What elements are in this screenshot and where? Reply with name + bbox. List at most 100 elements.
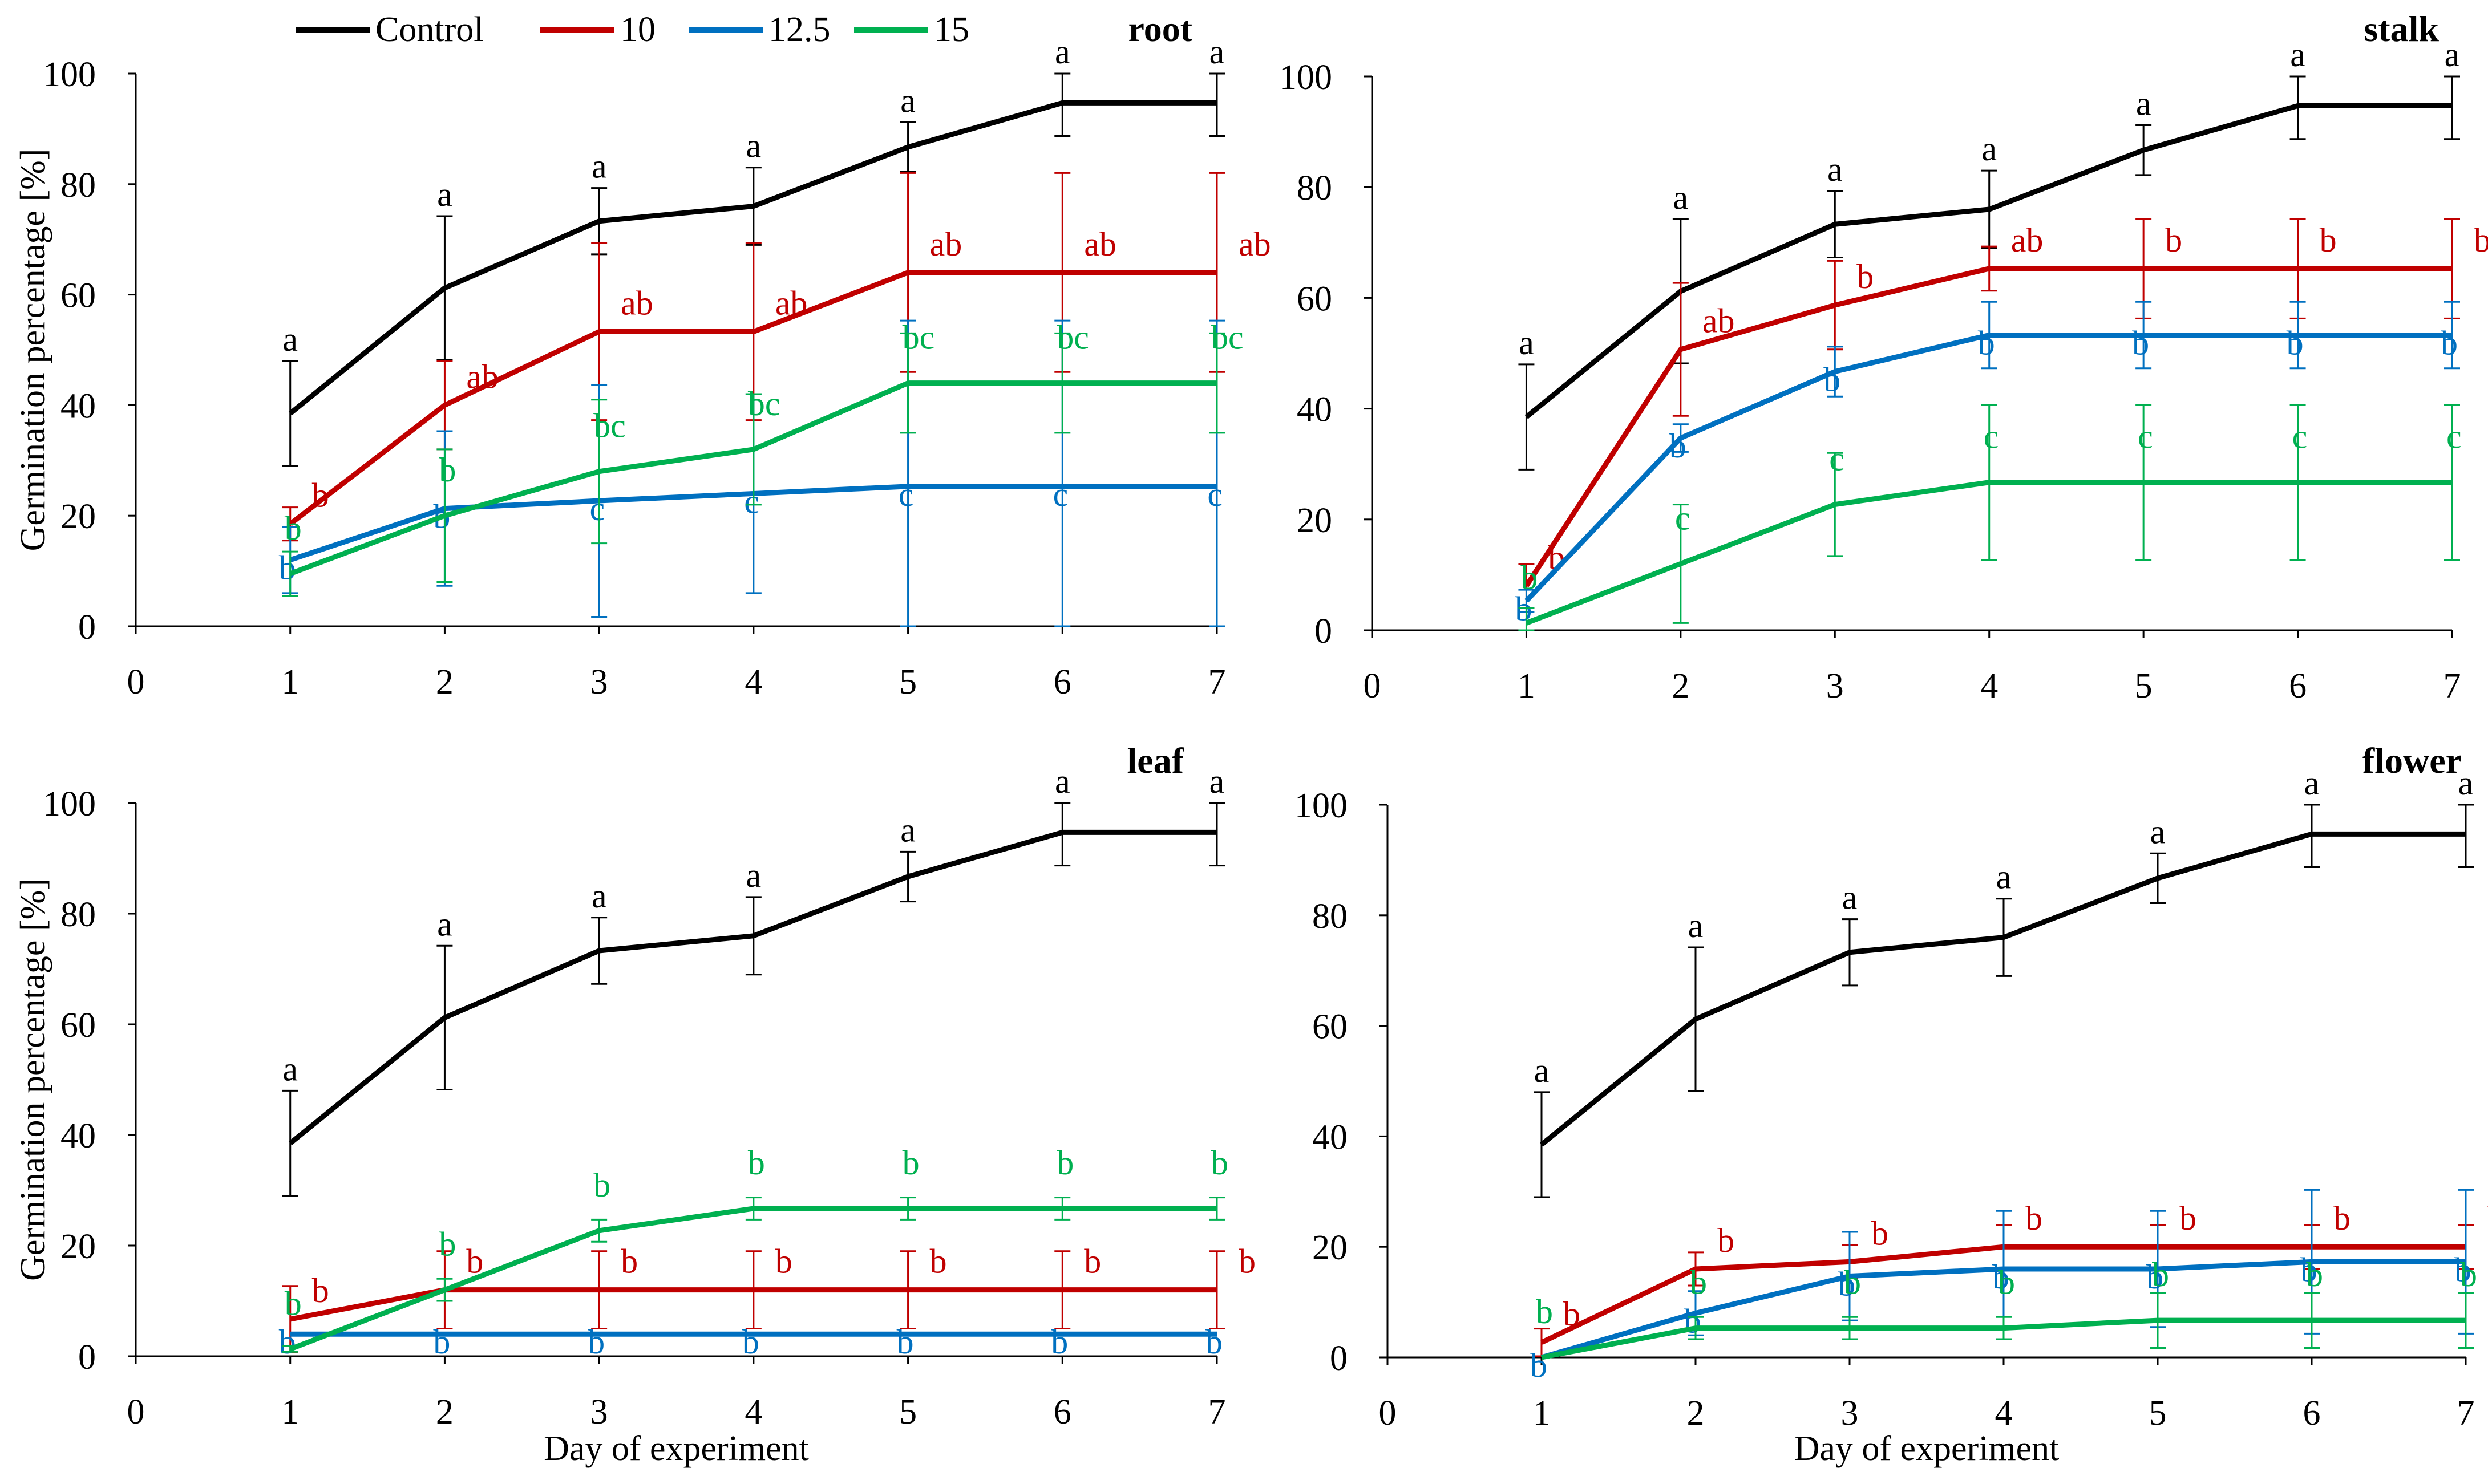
x-tick-label: 3: [590, 663, 608, 702]
chart-title: flower: [2362, 740, 2462, 781]
series-line: [288, 829, 1217, 1146]
x-tick-label: 0: [127, 1393, 145, 1432]
x-tick-label: 7: [2457, 1394, 2475, 1433]
y-tick-label: 40: [1312, 1118, 1348, 1157]
significance-letter: a: [1209, 763, 1225, 800]
x-tick-label: 6: [1054, 663, 1071, 702]
significance-letter: b: [279, 549, 296, 587]
x-tick-label: 0: [127, 663, 145, 702]
significance-letter: b: [2474, 221, 2488, 259]
significance-letter: a: [1842, 879, 1858, 917]
significance-letter: a: [592, 877, 607, 915]
y-tick-label: 100: [1279, 58, 1332, 97]
significance-letter: b: [1717, 1222, 1734, 1259]
significance-letter: a: [746, 857, 762, 894]
y-tick-label: 100: [43, 785, 96, 824]
series-line: [1524, 266, 2452, 587]
significance-letter: a: [1519, 324, 1534, 362]
significance-letter: b: [2287, 324, 2304, 362]
significance-letter: b: [1536, 1293, 1553, 1331]
legend-label-1: 10: [620, 10, 656, 49]
significance-letter: b: [2460, 1256, 2477, 1294]
legend-label-3: 15: [934, 10, 969, 49]
significance-letter: b: [1992, 1258, 2009, 1296]
y-tick-label: 20: [60, 497, 96, 536]
significance-letter: b: [1690, 1264, 1707, 1301]
significance-letter: b: [1823, 361, 1840, 399]
significance-letter: ab: [775, 285, 808, 322]
y-axis-label: Germination percentage [%]: [14, 878, 52, 1281]
significance-letter: a: [1981, 130, 1997, 168]
x-tick-label: 6: [2303, 1394, 2321, 1433]
significance-letter: b: [930, 1243, 947, 1280]
significance-letter: b: [775, 1243, 792, 1280]
x-tick-label: 4: [745, 663, 762, 702]
x-tick-label: 6: [2289, 667, 2307, 705]
y-tick-label: 40: [60, 387, 96, 425]
significance-letter: ab: [621, 285, 653, 322]
x-tick-label: 1: [1518, 667, 1535, 705]
significance-letter: b: [897, 1323, 914, 1361]
y-tick-label: 20: [1312, 1228, 1348, 1267]
significance-letter: c: [1053, 476, 1069, 513]
legend-label-0: Control: [375, 10, 483, 49]
x-tick-label: 0: [1379, 1394, 1397, 1433]
y-tick-label: 40: [60, 1117, 96, 1155]
significance-letter: b: [1871, 1214, 1888, 1252]
significance-letter: b: [1844, 1264, 1861, 1301]
significance-letter: c: [1207, 476, 1223, 513]
significance-letter: c: [2292, 418, 2308, 456]
series-line: [1540, 1259, 2466, 1360]
significance-letter: b: [1978, 324, 1995, 362]
series-line: [1540, 831, 2466, 1147]
significance-letter: b: [2441, 324, 2458, 362]
legend: Control 10 12.5 15: [296, 10, 969, 49]
significance-letter: b: [1684, 1302, 1701, 1340]
significance-letter: c: [590, 490, 605, 528]
x-tick-label: 7: [1208, 663, 1226, 702]
y-tick-label: 60: [1297, 279, 1332, 318]
y-tick-label: 60: [60, 1006, 96, 1045]
significance-letter: ab: [1239, 225, 1271, 263]
chart-panel-root: 0 1 2 3 4 5 6 7 0 20 40 60 80 100 root Germination perc…: [14, 9, 1271, 702]
significance-letter: a: [1827, 151, 1843, 188]
significance-letter: b: [1838, 1266, 1855, 1303]
significance-letter: bc: [1211, 319, 1244, 356]
chart-title: root: [1128, 9, 1192, 49]
significance-letter: a: [2458, 764, 2474, 802]
significance-letter: b: [593, 1166, 610, 1204]
x-tick-label: 3: [590, 1393, 608, 1432]
significance-letter: a: [900, 811, 916, 849]
series-line: [1525, 480, 2452, 626]
y-tick-label: 40: [1297, 391, 1332, 429]
significance-letter: c: [2446, 418, 2462, 456]
significance-letter: b: [588, 1323, 605, 1361]
x-axis-label: Day of experiment: [544, 1429, 809, 1468]
x-tick-label: 2: [436, 1393, 454, 1432]
significance-letter: a: [1055, 33, 1070, 71]
series-line: [1541, 1317, 2466, 1360]
significance-letter: bc: [748, 385, 780, 423]
significance-letter: a: [1055, 763, 1070, 800]
significance-letter: b: [1051, 1323, 1068, 1361]
series-line: [288, 100, 1217, 416]
x-tick-label: 4: [1995, 1394, 2013, 1433]
significance-letter: a: [437, 905, 452, 943]
significance-letter: a: [282, 321, 298, 358]
significance-letter: bc: [593, 407, 626, 445]
significance-letter: b: [748, 1144, 765, 1182]
x-tick-label: 4: [1980, 667, 1998, 705]
significance-letter: b: [1057, 1144, 1074, 1182]
x-tick-label: 3: [1841, 1394, 1859, 1433]
significance-letter: a: [746, 127, 762, 165]
significance-letter: b: [1239, 1243, 1256, 1280]
y-tick-label: 0: [78, 1338, 96, 1377]
x-tick-label: 1: [281, 1393, 299, 1432]
